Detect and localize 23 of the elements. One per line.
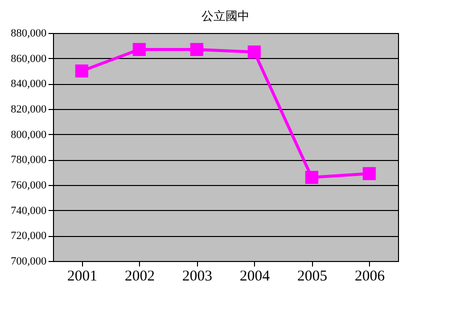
- point: [362, 167, 376, 180]
- y-tick-label: 760,000: [10, 180, 47, 192]
- y-tick-label: 820,000: [10, 104, 47, 116]
- point: [248, 45, 261, 59]
- x-tick-label: 2003: [182, 268, 212, 284]
- x-tick-label: 2005: [297, 268, 328, 284]
- x-tick-label: 2001: [67, 268, 98, 284]
- point: [305, 170, 318, 184]
- chart-title: 公立國中: [202, 9, 250, 23]
- y-tick-label: 740,000: [10, 204, 47, 217]
- x-tick-label: 2004: [240, 268, 270, 284]
- y-tick-label: 720,000: [10, 230, 47, 242]
- point: [190, 42, 204, 56]
- y-tick-label: 860,000: [10, 52, 47, 65]
- point: [132, 42, 146, 56]
- y-tick-label: 880,000: [10, 28, 47, 40]
- y-tick-label: 700,000: [10, 256, 47, 268]
- y-tick-label: 840,000: [10, 78, 47, 90]
- y-tick-label: 800,000: [10, 128, 47, 141]
- point: [75, 64, 88, 78]
- x-tick-label: 2002: [124, 268, 155, 284]
- y-tick-label: 780,000: [10, 154, 47, 166]
- x-tick-label: 2006: [354, 268, 386, 284]
